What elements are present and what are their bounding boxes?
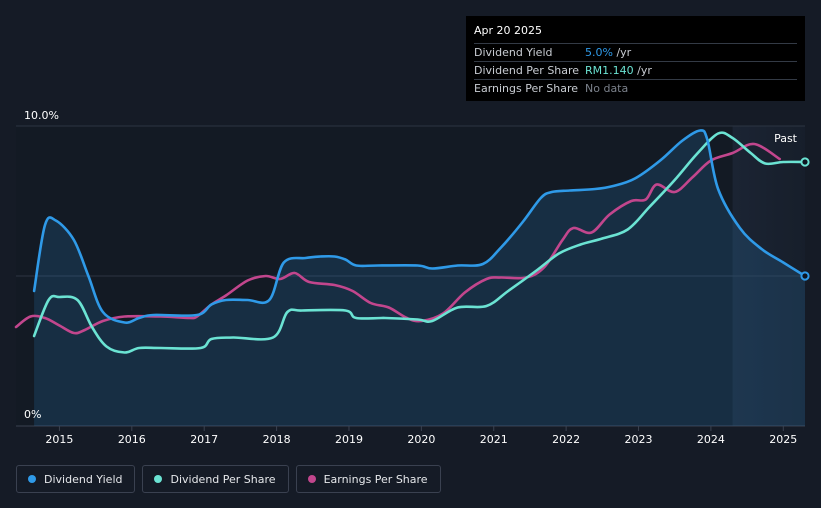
tooltip-label: Dividend Per Share bbox=[474, 64, 580, 77]
x-tick-label: 2025 bbox=[769, 433, 797, 446]
dividend-per-share-value: RM1.140 bbox=[585, 64, 634, 77]
earnings-per-share-value: No data bbox=[585, 82, 629, 95]
unit-label: /yr bbox=[612, 46, 632, 59]
legend: Dividend Yield Dividend Per Share Earnin… bbox=[16, 465, 441, 493]
legend-dot-icon bbox=[154, 475, 163, 483]
past-label: Past bbox=[774, 132, 798, 145]
legend-dividend-per-share[interactable]: Dividend Per Share bbox=[142, 465, 289, 493]
tooltip-label: Earnings Per Share bbox=[474, 82, 579, 95]
tooltip-value: 5.0% /yr bbox=[585, 44, 631, 61]
x-tick-label: 2023 bbox=[625, 433, 653, 446]
x-tick-label: 2019 bbox=[335, 433, 363, 446]
x-tick-label: 2024 bbox=[697, 433, 725, 446]
tooltip-row-earnings-per-share: Earnings Per Share No data bbox=[474, 79, 797, 97]
x-tick-label: 2020 bbox=[407, 433, 435, 446]
dividend-yield-value: 5.0% bbox=[585, 46, 613, 59]
tooltip-row-dividend-yield: Dividend Yield 5.0% /yr bbox=[474, 43, 797, 61]
tooltip-row-dividend-per-share: Dividend Per Share RM1.140 /yr bbox=[474, 61, 797, 79]
x-tick-label: 2015 bbox=[45, 433, 73, 446]
dividend-yield-end-marker[interactable] bbox=[800, 271, 810, 281]
legend-dividend-yield[interactable]: Dividend Yield bbox=[16, 465, 136, 493]
earnings-per-share-line bbox=[14, 142, 781, 335]
legend-label: Dividend Yield bbox=[44, 472, 123, 486]
y-tick-top: 10.0% bbox=[24, 109, 59, 122]
unit-label: /yr bbox=[633, 64, 652, 77]
dividend-yield-line bbox=[32, 129, 807, 324]
x-tick-label: 2021 bbox=[480, 433, 508, 446]
dividend-per-share-end-marker[interactable] bbox=[800, 157, 810, 167]
legend-dot-icon bbox=[28, 475, 36, 483]
y-tick-bottom: 0% bbox=[24, 408, 41, 421]
legend-label: Dividend Per Share bbox=[170, 472, 276, 486]
legend-earnings-per-share[interactable]: Earnings Per Share bbox=[295, 465, 441, 493]
x-tick-label: 2022 bbox=[552, 433, 580, 446]
x-tick-label: 2017 bbox=[190, 433, 218, 446]
tooltip-date: Apr 20 2025 bbox=[474, 24, 543, 37]
dividend-per-share-line bbox=[32, 131, 807, 354]
legend-dot-icon bbox=[307, 475, 316, 483]
dividend-yield-area bbox=[34, 130, 806, 426]
tooltip: Apr 20 2025 Dividend Yield 5.0% /yr Divi… bbox=[466, 16, 805, 101]
tooltip-label: Dividend Yield bbox=[474, 46, 553, 59]
x-tick-label: 2016 bbox=[118, 433, 146, 446]
x-tick-label: 2018 bbox=[263, 433, 291, 446]
legend-label: Earnings Per Share bbox=[323, 472, 428, 486]
tooltip-value: RM1.140 /yr bbox=[585, 62, 652, 79]
